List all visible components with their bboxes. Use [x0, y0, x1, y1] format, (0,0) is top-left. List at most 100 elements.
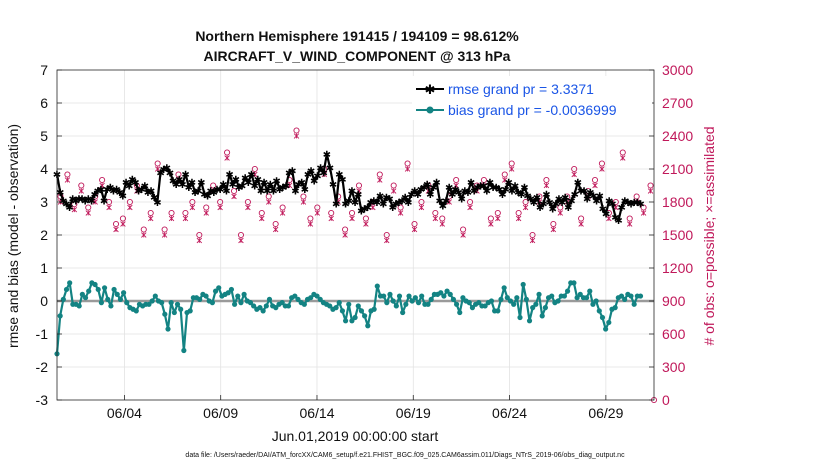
bias-point [257, 305, 263, 311]
x-tick-label: 06/19 [396, 405, 431, 421]
obs-possible-point [293, 127, 300, 134]
rmse-point: ✱ [464, 188, 472, 199]
rmse-point: ✱ [351, 198, 359, 209]
rmse-point: ✱ [188, 178, 196, 189]
left-axis-ticks: -3 -2 -1 0 1 2 3 4 5 6 7 [36, 62, 62, 408]
obs-possible-point [78, 182, 85, 189]
bias-point [520, 281, 526, 288]
obs-possible-point [466, 198, 474, 206]
rmse-point: ✱ [119, 191, 127, 202]
rmse-point: ✱ [545, 198, 553, 209]
bias-point [247, 300, 254, 306]
rmse-point: ✱ [97, 185, 105, 196]
right-axis-ticks: 0 300 600 900 1200 1500 1800 2100 2400 2700 3000 [649, 62, 693, 408]
rmse-point: ✱ [213, 185, 221, 196]
obs-possible-point [619, 149, 626, 156]
legend-bias-marker [426, 106, 434, 114]
right-y-tick-label: 3000 [662, 62, 693, 78]
bias-point [365, 323, 371, 329]
bias-point [415, 300, 422, 306]
rmse-point: ✱ [483, 186, 491, 197]
bias-point [511, 301, 517, 307]
rmse-point: ✱ [169, 177, 177, 188]
bias-point [212, 288, 219, 294]
bias-point [530, 305, 536, 311]
bias-point [295, 296, 301, 302]
obs-assimilated-point [495, 215, 501, 222]
bias-point [203, 293, 209, 299]
rmse-point: ✱ [589, 191, 597, 202]
rmse-point: ✱ [59, 196, 67, 207]
bias-point [336, 300, 342, 306]
rmse-point: ✱ [178, 180, 186, 191]
obs-assimilated-point [238, 237, 244, 244]
bias-point [301, 301, 307, 307]
obs-possible-point [376, 171, 383, 178]
bias-point [444, 288, 450, 294]
obs-possible-point [390, 182, 397, 189]
bias-point [488, 298, 495, 304]
bias-point [450, 296, 457, 302]
obs-possible-point [314, 204, 321, 211]
rmse-point: ✱ [605, 196, 613, 207]
rmse-point: ✱ [150, 193, 158, 204]
obs-possible-point [112, 220, 120, 228]
bias-point [76, 303, 82, 309]
rmse-point: ✱ [238, 182, 246, 193]
rmse-point: ✱ [564, 203, 572, 214]
right-y-tick-label: 0 [662, 392, 670, 408]
y-tick-label: 0 [40, 293, 48, 309]
bias-point [146, 301, 152, 307]
obs-possible-point [432, 209, 439, 217]
obs-possible-point [154, 160, 161, 167]
rmse-point: ✱ [614, 216, 622, 227]
obs-assimilated-point [147, 215, 154, 222]
obs-assimilated-point [390, 188, 397, 194]
obs-possible-point [119, 215, 126, 222]
bias-point [438, 290, 444, 296]
obs-assimilated-point [647, 188, 654, 194]
bias-point [457, 309, 463, 316]
rmse-point: ✱ [445, 183, 453, 194]
obs-assimilated-point [286, 182, 293, 189]
obs-possible-point [251, 165, 258, 173]
rmse-point: ✱ [279, 183, 287, 194]
obs-assimilated-point [272, 226, 279, 233]
obs-possible-point [182, 209, 189, 217]
rmse-point: ✱ [357, 206, 365, 217]
bias-point [273, 305, 279, 311]
rmse-point: ✱ [263, 186, 271, 197]
bias-point [476, 300, 482, 306]
obs-possible-point [571, 165, 578, 173]
data-file-footnote: data file: /Users/raeder/DAI/ATM_forcXX/… [185, 452, 625, 459]
bias-point [187, 308, 193, 314]
series-lines: ✱✱✱✱✱✱✱✱✱✱✱✱✱✱✱✱✱✱✱✱✱✱✱✱✱✱✱✱✱✱✱✱✱✱✱✱✱✱✱✱… [53, 150, 645, 357]
rmse-point: ✱ [498, 190, 506, 201]
rmse-point: ✱ [254, 175, 262, 186]
obs-assimilated-point [300, 199, 307, 205]
obs-possible-point [633, 193, 640, 200]
obs-possible-point [342, 226, 349, 233]
bias-point [428, 296, 434, 302]
rmse-point: ✱ [451, 185, 459, 196]
right-y-axis-label: # of obs: o=possible; ×=assimilated [701, 126, 717, 345]
rmse-point: ✱ [505, 178, 513, 189]
rmse-point: ✱ [624, 198, 632, 209]
obs-possible-point [175, 171, 182, 178]
obs-assimilated-point [370, 204, 376, 211]
bias-point [393, 303, 399, 309]
rmse-point: ✱ [379, 200, 387, 211]
rmse-point: ✱ [577, 186, 585, 197]
obs-possible-point [217, 198, 224, 206]
obs-assimilated-point [522, 204, 529, 211]
rmse-point: ✱ [363, 203, 371, 214]
obs-possible-point [578, 215, 585, 222]
rmse-point: ✱ [219, 180, 227, 191]
obs-possible-point [383, 231, 390, 239]
obs-possible-point [439, 215, 446, 222]
rmse-point: ✱ [282, 182, 290, 193]
y-tick-label: 2 [40, 227, 48, 243]
rmse-point: ✱ [81, 196, 89, 207]
rmse-point: ✱ [222, 186, 230, 197]
rmse-point: ✱ [467, 178, 475, 189]
